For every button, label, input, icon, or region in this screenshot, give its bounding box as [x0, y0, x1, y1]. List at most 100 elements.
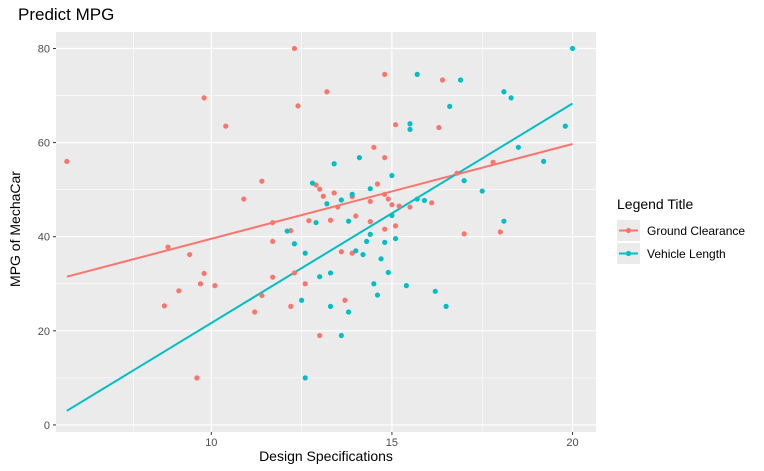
point-ground-clearance	[454, 170, 460, 176]
point-ground-clearance	[382, 155, 388, 161]
point-vehicle-length	[331, 161, 337, 167]
point-vehicle-length	[569, 45, 576, 52]
point-vehicle-length	[345, 309, 352, 315]
grid-minor	[56, 32, 596, 432]
point-ground-clearance	[371, 144, 377, 150]
point-ground-clearance	[302, 281, 308, 287]
point-vehicle-length	[367, 186, 373, 192]
point-vehicle-length	[299, 297, 305, 303]
point-vehicle-length	[414, 71, 420, 77]
point-vehicle-length	[541, 158, 547, 165]
legend-item-vehicle-length: Vehicle Length	[617, 243, 726, 264]
legend-key-point	[625, 227, 632, 234]
point-ground-clearance	[324, 89, 330, 95]
point-ground-clearance	[331, 190, 337, 196]
y-tick-label: 20	[38, 326, 50, 338]
x-tick-label: 10	[205, 437, 217, 449]
point-ground-clearance	[317, 186, 323, 192]
point-vehicle-length	[403, 283, 409, 289]
point-ground-clearance	[161, 303, 167, 309]
legend-key-point	[625, 250, 632, 257]
point-vehicle-length	[360, 251, 366, 258]
legend-label: Vehicle Length	[647, 247, 726, 261]
point-vehicle-length	[291, 241, 297, 247]
point-vehicle-length	[302, 375, 308, 381]
grid-major	[56, 32, 596, 432]
point-vehicle-length	[349, 191, 355, 197]
point-vehicle-length	[338, 197, 344, 203]
point-ground-clearance	[165, 244, 171, 250]
point-ground-clearance	[259, 292, 265, 299]
point-ground-clearance	[270, 238, 276, 245]
point-ground-clearance	[490, 159, 496, 165]
point-ground-clearance	[461, 231, 467, 237]
point-ground-clearance	[367, 219, 373, 225]
y-tick-label: 0	[44, 420, 50, 432]
y-axis-title: MPG of MechaCar	[7, 171, 23, 287]
point-vehicle-length	[389, 212, 395, 219]
point-vehicle-length	[353, 248, 359, 254]
fit-line-ground-clearance	[66, 143, 573, 278]
y-tick-label: 60	[38, 138, 50, 150]
y-tick-label: 40	[38, 232, 50, 244]
point-ground-clearance	[197, 281, 204, 287]
point-ground-clearance	[259, 178, 265, 184]
point-vehicle-length	[371, 281, 377, 287]
point-ground-clearance	[201, 95, 207, 101]
legend: Legend Title Ground Clearance Vehicle Len…	[617, 196, 745, 264]
plot-panel	[56, 32, 596, 432]
point-vehicle-length	[284, 228, 290, 234]
point-vehicle-length	[378, 256, 384, 262]
point-ground-clearance	[320, 193, 326, 199]
point-vehicle-length	[515, 144, 521, 150]
x-axis: 10 15 20	[205, 432, 579, 449]
y-axis: 0 20 40 60 80	[38, 43, 56, 432]
point-vehicle-length	[461, 178, 467, 184]
point-vehicle-length	[443, 303, 449, 309]
point-vehicle-length	[385, 269, 391, 276]
point-ground-clearance	[407, 204, 413, 210]
point-ground-clearance	[353, 213, 359, 219]
legend-item-ground-clearance: Ground Clearance	[617, 220, 745, 241]
point-vehicle-length	[364, 238, 370, 245]
point-ground-clearance	[374, 181, 381, 187]
point-ground-clearance	[291, 270, 297, 276]
point-vehicle-length	[407, 126, 413, 133]
point-ground-clearance	[176, 288, 182, 294]
point-vehicle-length	[356, 155, 363, 161]
point-ground-clearance	[436, 124, 442, 131]
point-ground-clearance	[327, 217, 334, 223]
point-ground-clearance	[317, 332, 323, 339]
data-points	[64, 45, 576, 381]
point-vehicle-length	[501, 89, 507, 95]
legend-label: Ground Clearance	[647, 224, 745, 238]
point-vehicle-length	[447, 103, 453, 109]
point-ground-clearance	[382, 71, 388, 77]
point-ground-clearance	[270, 274, 276, 280]
point-ground-clearance	[497, 229, 503, 235]
point-vehicle-length	[421, 197, 428, 204]
point-vehicle-length	[382, 239, 388, 245]
point-ground-clearance	[389, 202, 395, 208]
point-ground-clearance	[295, 103, 301, 109]
point-ground-clearance	[270, 219, 276, 226]
point-ground-clearance	[212, 283, 218, 289]
point-vehicle-length	[367, 231, 373, 237]
point-vehicle-length	[317, 274, 323, 280]
point-vehicle-length	[302, 250, 308, 256]
point-vehicle-length	[327, 303, 334, 309]
point-ground-clearance	[223, 123, 229, 129]
point-ground-clearance	[64, 158, 70, 165]
x-axis-title: Design Specifications	[259, 448, 393, 464]
point-vehicle-length	[345, 218, 352, 224]
point-ground-clearance	[429, 200, 435, 206]
point-vehicle-length	[414, 196, 420, 202]
point-ground-clearance	[194, 375, 200, 381]
point-ground-clearance	[367, 198, 373, 205]
point-ground-clearance	[342, 297, 348, 303]
point-vehicle-length	[327, 270, 334, 276]
point-vehicle-length	[324, 201, 330, 207]
point-ground-clearance	[439, 77, 446, 83]
point-ground-clearance	[187, 251, 193, 258]
